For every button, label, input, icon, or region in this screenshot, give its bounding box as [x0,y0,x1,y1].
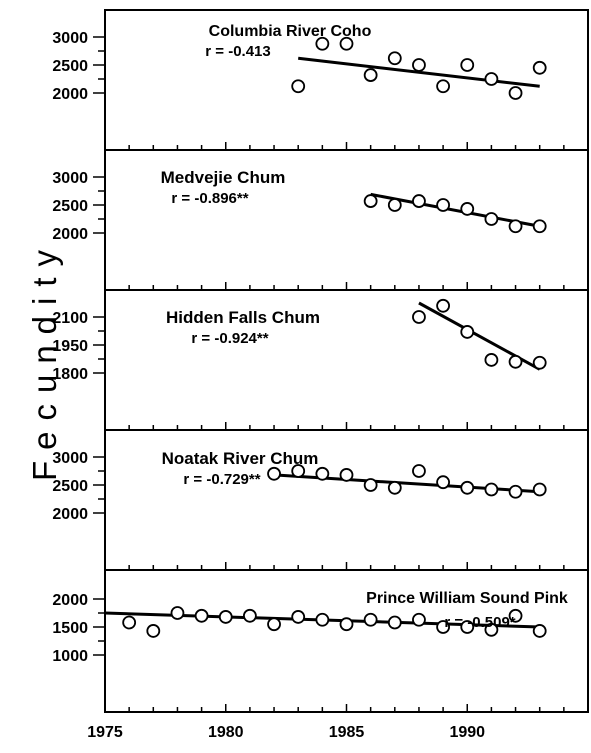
data-point [412,58,426,72]
y-tick-label: 2000 [52,592,88,609]
x-axis: 1975 1980 1985 1990 [87,724,485,741]
correlation-label: r = -0.509* [444,614,515,631]
panels: 3000 2500 2000 Columbia River Coho r = -0.41… [52,9,589,713]
y-tick-label: 1000 [52,648,88,665]
data-point [436,475,451,490]
panel-title: Columbia River Coho [209,23,372,40]
data-point [291,79,306,94]
data-point [436,198,451,212]
data-point [532,482,547,497]
panel-3: 2100 1950 1800 Hidden Falls Chum r = -0.924*… [52,289,589,431]
data-point [508,354,523,369]
y-tick-label: 3000 [52,170,88,187]
data-point [484,212,499,226]
y-tick-label: 2500 [52,58,88,75]
trend-line [273,473,540,494]
y-tick-label: 2500 [52,478,88,495]
data-point [242,608,257,623]
data-point [508,219,523,234]
trend-line [298,56,540,88]
panel-5: 2000 1500 1000 Prince William Sound Pink r =… [52,569,589,713]
data-point [170,606,185,620]
data-point [387,615,402,630]
correlation-label: r = -0.924** [191,330,268,347]
x-tick-label: 1980 [208,724,244,741]
correlation-label: r = -0.729** [183,471,260,488]
correlation-label: r = -0.413 [205,43,270,60]
panel-2: 3000 2500 2000 Medvejie Chum r = -0.896** [52,149,589,291]
panel-title: Hidden Falls Chum [166,308,320,327]
data-point [532,355,547,370]
data-point [460,620,475,634]
panel-4: 3000 2500 2000 Noatak River Chum r = -0.729*… [52,429,589,571]
data-point [532,219,547,234]
data-point [267,617,281,632]
data-point [194,608,209,623]
data-point [267,466,281,481]
y-tick-label: 1950 [52,338,88,355]
data-point [339,617,354,632]
data-point [363,68,378,82]
y-tick-label: 2100 [52,310,88,327]
data-point [460,480,475,495]
data-point [339,36,354,51]
data-point [436,620,451,634]
data-point [460,325,475,339]
panel-title: Prince William Sound Pink [366,590,568,607]
panel-title: Medvejie Chum [161,168,286,187]
data-point [532,60,547,75]
x-tick-label: 1990 [449,724,485,741]
y-tick-label: 2000 [52,506,88,523]
y-tick-label: 2500 [52,198,88,215]
data-point [363,612,378,627]
data-point [508,86,523,100]
data-point [484,622,499,637]
data-point [291,464,306,478]
y-tick-label: 3000 [52,30,88,47]
panel-title: Noatak River Chum [162,449,319,468]
data-point [484,353,499,367]
y-tick-label: 1500 [52,620,88,637]
data-point [363,478,378,492]
data-point [484,482,499,497]
data-point [122,615,137,630]
data-point [387,480,402,495]
data-point [363,194,378,208]
data-point [218,610,233,624]
x-tick-label: 1975 [87,724,123,741]
data-point [146,624,161,638]
data-point [387,51,402,66]
data-point [315,36,330,51]
data-point [412,612,426,627]
data-point [436,298,451,313]
data-point [460,58,475,72]
data-point [291,610,306,624]
data-point [412,310,426,324]
data-point [484,72,499,86]
data-point [315,466,330,481]
data-point [508,608,523,623]
data-point [387,198,402,212]
data-point [412,464,426,478]
y-axis-label: Fecundity [26,239,63,481]
y-tick-label: 3000 [52,450,88,467]
data-point [532,624,547,638]
y-tick-label: 2000 [52,226,88,243]
y-tick-label: 1800 [52,366,88,383]
data-point [508,484,523,499]
x-tick-label: 1985 [329,724,365,741]
data-point [460,202,475,216]
data-point [339,468,354,482]
data-point [412,194,426,208]
y-tick-label: 2000 [52,86,88,103]
data-point [315,612,330,627]
panel-1: 3000 2500 2000 Columbia River Coho r = -0.41… [52,9,589,151]
data-point [436,79,451,94]
correlation-label: r = -0.896** [171,190,248,207]
